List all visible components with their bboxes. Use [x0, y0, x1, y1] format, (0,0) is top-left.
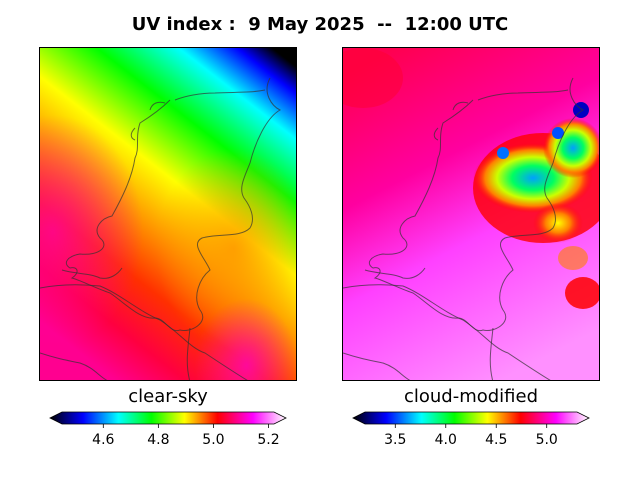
- colorbar-tick-label: 5.0: [535, 432, 558, 448]
- coastline: [343, 77, 585, 380]
- colorbar-tick-label: 4.0: [434, 432, 457, 448]
- coastline: [40, 77, 282, 380]
- colorbar-tick-label: 4.6: [92, 432, 115, 448]
- colorbar-tick-label: 4.5: [485, 432, 508, 448]
- colorbar-clear-sky-graphic: [49, 411, 287, 428]
- map-clear-sky-field: [40, 48, 296, 380]
- colorbar-tick-label: 3.5: [384, 432, 407, 448]
- colorbar-tick-label: 5.0: [202, 432, 225, 448]
- page-title: UV index : 9 May 2025 -- 12:00 UTC: [131, 14, 509, 35]
- colorbar-cloud-modified: [352, 411, 590, 428]
- colorbar-tick-label: 4.8: [147, 432, 170, 448]
- panel-label-cloud-modified: cloud-modified: [403, 386, 539, 407]
- colorbar-clear-sky: [49, 411, 287, 428]
- map-clear-sky: [39, 47, 297, 381]
- panel-label-clear-sky: clear-sky: [128, 386, 208, 407]
- colorbar-cloud-modified-graphic: [352, 411, 590, 428]
- map-cloud-modified: [342, 47, 600, 381]
- map-cloud-modified-field: [343, 48, 599, 380]
- colorbar-tick-label: 5.2: [257, 432, 280, 448]
